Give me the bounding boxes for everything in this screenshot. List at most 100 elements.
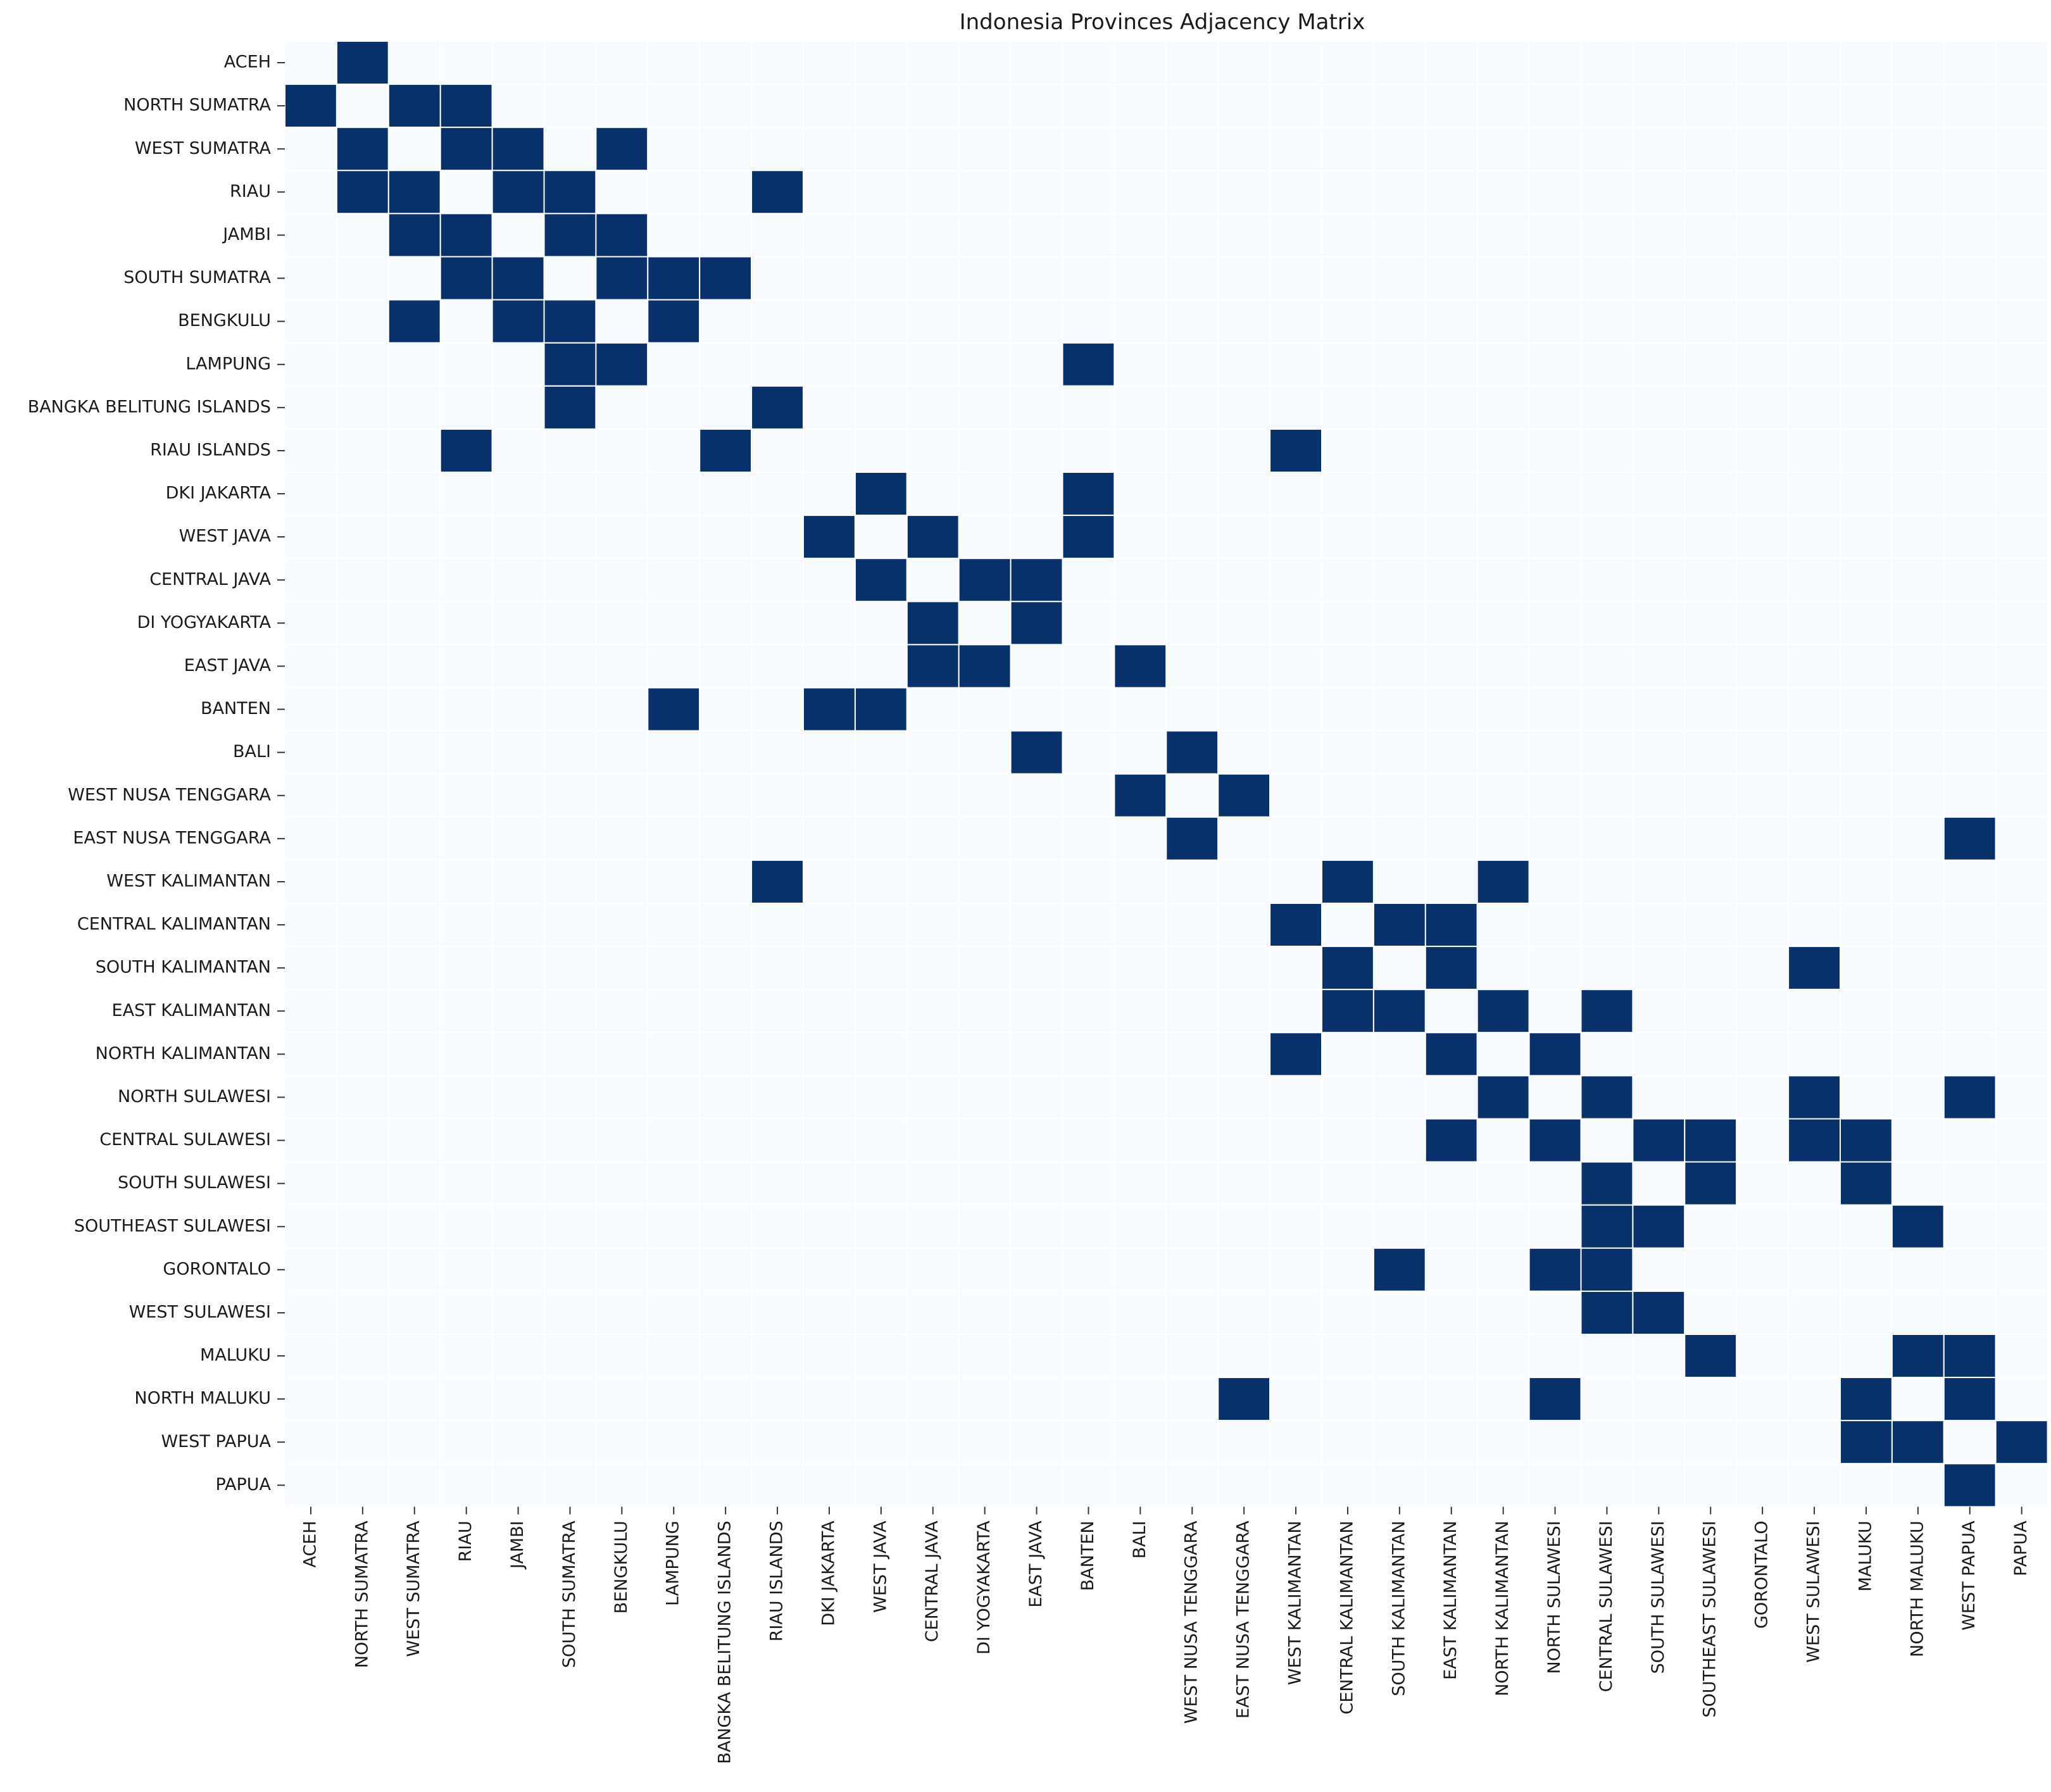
heatmap-cell: [647, 84, 701, 128]
heatmap-cell: [854, 859, 908, 905]
y-tick-label: WEST KALIMANTAN: [106, 871, 271, 891]
x-tick-label: DI YOGYAKARTA: [974, 1520, 994, 1655]
heatmap-cell: [1840, 1463, 1893, 1508]
x-tick-label: GORONTALO: [1752, 1520, 1772, 1629]
heatmap-cell: [958, 816, 1012, 861]
heatmap-cell: [336, 859, 389, 905]
heatmap-cell-adjacent: [699, 428, 753, 473]
heatmap-cell: [1528, 385, 1582, 430]
heatmap-cell: [1113, 816, 1167, 861]
y-tick-label: BANGKA BELITUNG ISLANDS: [28, 397, 271, 417]
heatmap-cell: [1217, 170, 1271, 215]
heatmap-cell: [543, 1247, 597, 1292]
heatmap-cell: [1528, 859, 1582, 905]
heatmap-cell-adjacent: [1424, 1118, 1478, 1163]
heatmap-cell: [958, 859, 1012, 905]
heatmap-cell: [958, 946, 1012, 991]
heatmap-cell: [751, 1290, 804, 1336]
heatmap-cell: [1943, 1420, 1997, 1465]
heatmap-cell: [803, 170, 856, 215]
heatmap-cell: [1165, 1463, 1219, 1508]
heatmap-cell: [336, 1377, 389, 1422]
heatmap-cell: [803, 1247, 856, 1292]
heatmap-cell: [1062, 1204, 1115, 1249]
heatmap-cell: [647, 1161, 701, 1206]
heatmap-cell: [1424, 342, 1478, 387]
heatmap-cell: [1476, 601, 1530, 646]
heatmap-cell: [543, 1032, 597, 1077]
heatmap-cell: [491, 730, 545, 775]
heatmap-cell: [1372, 1161, 1426, 1206]
heatmap-cell: [1995, 1032, 2048, 1077]
heatmap-cell: [1269, 558, 1322, 603]
heatmap-cell-adjacent: [1788, 1075, 1841, 1120]
heatmap-cell: [958, 773, 1012, 818]
heatmap-cell: [958, 385, 1012, 430]
heatmap-cell: [854, 342, 908, 387]
heatmap-cell: [1010, 644, 1063, 689]
heatmap-cell: [854, 299, 908, 344]
heatmap-cell: [803, 1420, 856, 1465]
heatmap-cell: [906, 127, 960, 172]
heatmap-cell: [854, 1204, 908, 1249]
heatmap-cell: [1891, 1463, 1945, 1508]
heatmap-cell: [543, 558, 597, 603]
heatmap-cell: [1891, 1118, 1945, 1163]
heatmap-cell-adjacent: [595, 127, 649, 172]
heatmap-cell: [284, 515, 337, 560]
heatmap-cell: [1165, 1420, 1219, 1465]
heatmap-cell: [803, 1118, 856, 1163]
heatmap-cell-adjacent: [1476, 1075, 1530, 1120]
heatmap-cell: [699, 515, 753, 560]
heatmap-cell: [1321, 730, 1374, 775]
heatmap-cell: [387, 1377, 441, 1422]
heatmap-cell: [336, 84, 389, 128]
heatmap-cell: [958, 1118, 1012, 1163]
heatmap-cell: [647, 1247, 701, 1292]
heatmap-cell: [1269, 601, 1322, 646]
heatmap-cell: [1684, 428, 1738, 473]
heatmap-cell: [1684, 515, 1738, 560]
heatmap-cell: [336, 903, 389, 948]
heatmap-cell-adjacent: [1943, 1334, 1997, 1379]
heatmap-cell: [1321, 515, 1374, 560]
heatmap-cell: [1891, 1247, 1945, 1292]
heatmap-cell: [1736, 84, 1790, 128]
heatmap-cell: [1010, 1118, 1063, 1163]
heatmap-cell: [439, 1334, 493, 1379]
heatmap-cell: [1840, 1204, 1893, 1249]
heatmap-cell: [1321, 1334, 1374, 1379]
heatmap-cell-adjacent: [1580, 1161, 1634, 1206]
heatmap-cell: [1476, 558, 1530, 603]
heatmap-cell: [595, 773, 649, 818]
heatmap-cell: [1217, 1204, 1271, 1249]
heatmap-cell: [1269, 1463, 1322, 1508]
heatmap-cell: [647, 558, 701, 603]
heatmap-cell: [336, 1290, 389, 1336]
heatmap-cell: [543, 1463, 597, 1508]
heatmap-cell: [1736, 644, 1790, 689]
heatmap-cell: [1995, 946, 2048, 991]
heatmap-cell: [439, 41, 493, 85]
heatmap-cell: [1788, 859, 1841, 905]
heatmap-cell: [958, 1204, 1012, 1249]
heatmap-cell: [958, 687, 1012, 732]
x-tick-label: WEST NUSA TENGGARA: [1182, 1520, 1201, 1724]
heatmap-cell: [1113, 41, 1167, 85]
heatmap-cell: [803, 213, 856, 258]
heatmap-cell: [595, 84, 649, 128]
heatmap-cell: [491, 428, 545, 473]
heatmap-cell: [1062, 644, 1115, 689]
heatmap-cell: [1321, 1118, 1374, 1163]
x-tick-label: SOUTH SULAWESI: [1648, 1520, 1668, 1674]
heatmap-cell: [1321, 256, 1374, 301]
heatmap-cell-adjacent: [543, 342, 597, 387]
heatmap-cell: [1165, 256, 1219, 301]
heatmap-cell: [491, 84, 545, 128]
heatmap-cell: [1269, 1420, 1322, 1465]
heatmap-cell: [1632, 256, 1686, 301]
heatmap-cell: [1736, 989, 1790, 1034]
heatmap-cell: [1165, 558, 1219, 603]
heatmap-cell: [647, 1420, 701, 1465]
